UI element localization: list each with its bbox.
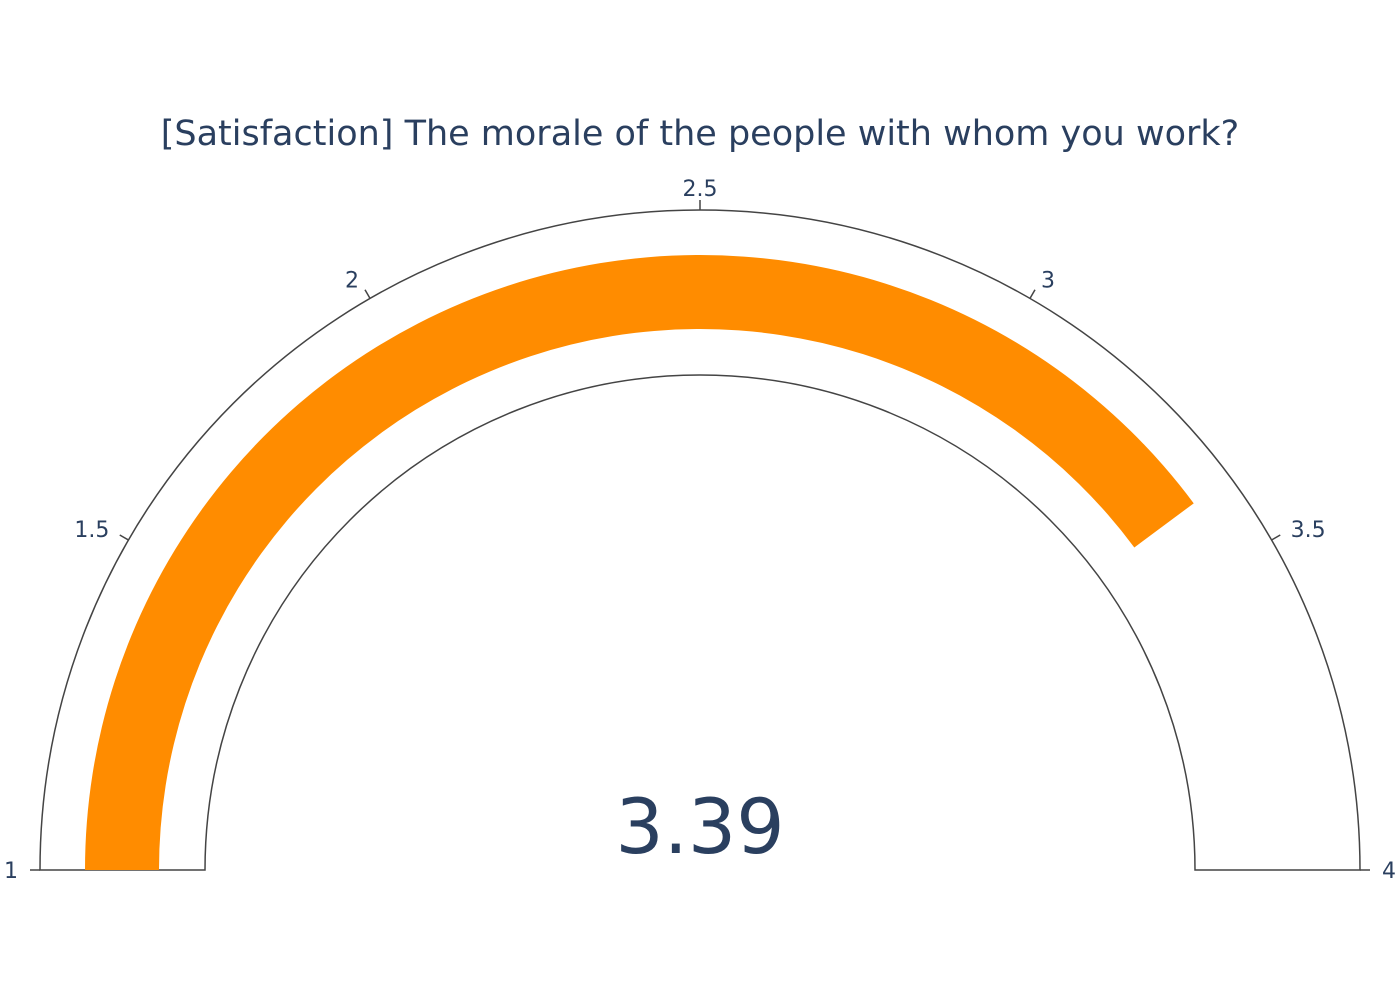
gauge-tick-label: 1.5 <box>74 518 109 543</box>
gauge-tick-mark <box>1029 289 1036 299</box>
gauge-tick-label: 3 <box>1041 268 1055 293</box>
gauge-tick-label: 2 <box>345 268 359 293</box>
gauge-tick-label: 2.5 <box>683 177 718 202</box>
gauge-value-bar <box>85 254 1194 871</box>
gauge-tick-label: 3.5 <box>1291 518 1326 543</box>
chart-title: [Satisfaction] The morale of the people … <box>160 114 1240 154</box>
gauge-tick-label: 4 <box>1382 859 1396 884</box>
gauge-value-label: 3.39 <box>615 782 784 871</box>
gauge-tick-mark <box>364 289 371 299</box>
gauge-tick-mark <box>119 534 129 541</box>
gauge-ticks: 1 1.5 2 2.5 3 3.5 4 <box>4 177 1396 884</box>
gauge-tick-label: 1 <box>4 859 18 884</box>
gauge-tick-mark <box>1271 534 1281 541</box>
